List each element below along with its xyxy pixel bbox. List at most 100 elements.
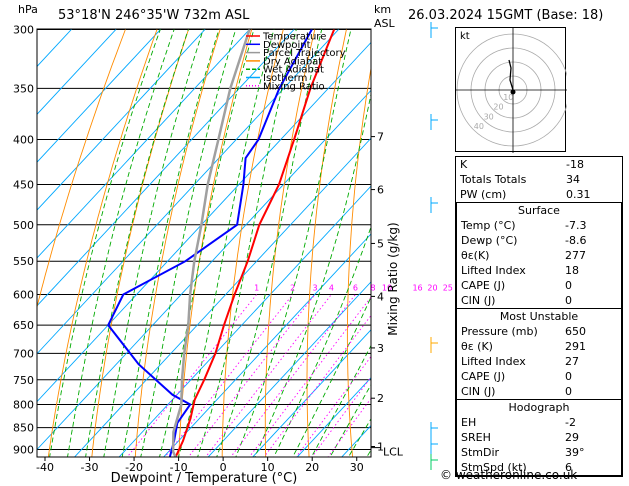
surface-row: Lifted Index 18 xyxy=(457,263,621,278)
most-unstable-section: Most Unstable Pressure (mb) 650 θε (K) 291 L… xyxy=(456,309,622,400)
pressure-tick-label: 750 xyxy=(13,374,34,387)
hodograph-trace xyxy=(508,59,514,91)
hodograph-title: Hodograph xyxy=(508,401,570,414)
mu-row-value: 0 xyxy=(565,385,572,398)
hodograph-ring-label: 10 xyxy=(503,93,513,102)
dry-adiabat-line xyxy=(178,29,253,457)
surface-row: CAPE (J) 0 xyxy=(457,278,621,293)
mu-row-value: 650 xyxy=(565,325,586,338)
surface-row-value: -8.6 xyxy=(565,234,587,247)
mixing-ratio-label: 1 xyxy=(254,283,259,292)
wet-adiabat-line xyxy=(329,383,371,457)
wet-adiabat-line xyxy=(254,92,371,457)
surface-row-value: -7.3 xyxy=(565,219,587,232)
x-tick-label: -30 xyxy=(81,461,99,474)
dry-adiabat-line xyxy=(346,65,371,457)
x-tick-label: 10 xyxy=(261,461,275,474)
mixing-ratio-label: 6 xyxy=(353,283,358,292)
location-title: 53°18'N 246°35'W 732m ASL xyxy=(58,8,250,23)
mu-row-label: CAPE (J) xyxy=(461,370,506,383)
x-tick-label: 30 xyxy=(350,461,364,474)
hodo-row-label: EH xyxy=(461,416,477,429)
pressure-tick-label: 450 xyxy=(13,179,34,192)
tt-label: Totals Totals xyxy=(460,173,527,186)
hpa-label: hPa xyxy=(18,3,38,16)
pressure-tick-label: 850 xyxy=(13,422,34,435)
hodograph-panel: 10 20 30 40 kt xyxy=(455,27,570,153)
pressure-tick-label: 350 xyxy=(13,82,34,95)
isotherm-line xyxy=(37,29,162,163)
hodo-row: StmSpd (kt) 6 xyxy=(457,460,621,475)
x-tick-label: -40 xyxy=(36,461,54,474)
legend-label: Mixing Ratio xyxy=(263,81,325,92)
surface-title: Surface xyxy=(518,204,560,217)
wet-adiabat-line xyxy=(67,29,175,457)
hodograph-storm-motion xyxy=(510,89,516,95)
wet-adiabat-line xyxy=(197,29,297,457)
wet-adiabat-line xyxy=(347,417,371,457)
mixing-ratio-label: 25 xyxy=(443,283,453,292)
legend-label: Wet Adiabat xyxy=(263,65,324,76)
isotherm-line xyxy=(37,29,117,115)
hodo-row-label: StmSpd (kt) xyxy=(461,461,527,474)
pw-row: PW (cm) 0.31 xyxy=(456,187,622,202)
surface-row-label: CAPE (J) xyxy=(461,279,506,292)
wet-adiabat-line xyxy=(216,29,323,457)
dry-adiabat-line xyxy=(134,29,221,457)
mixing-ratio-axis-label: Mixing Ratio (g/kg) xyxy=(386,222,400,335)
legend-label: Temperature xyxy=(262,32,326,43)
km-label: km xyxy=(374,3,392,16)
isotherm-line xyxy=(252,329,371,457)
mu-row: Pressure (mb) 650 xyxy=(457,324,621,339)
isotherm-line xyxy=(37,41,371,403)
k-label: K xyxy=(460,158,468,171)
pressure-tick-label: 600 xyxy=(13,288,34,301)
most-unstable-title: Most Unstable xyxy=(499,310,579,323)
pressure-tick-label: 500 xyxy=(13,219,34,232)
km-tick-label: 4 xyxy=(377,290,384,303)
wet-adiabat-line xyxy=(49,29,161,457)
wet-adiabat-line xyxy=(159,29,255,457)
asl-label: ASL xyxy=(374,17,395,30)
mixing-ratio-label: 4 xyxy=(329,283,334,292)
surface-row-label: Temp (°C) xyxy=(461,219,516,232)
pressure-tick-label: 800 xyxy=(13,398,34,411)
wet-adiabat-line xyxy=(121,29,220,457)
mu-row: Lifted Index 27 xyxy=(457,354,621,369)
surface-row-value: 277 xyxy=(565,249,586,262)
km-tick-label: 6 xyxy=(377,184,384,197)
wet-adiabat-line xyxy=(85,29,190,457)
legend-label: Isotherm xyxy=(263,73,307,84)
isotherm-line xyxy=(37,29,340,355)
surface-row-label: θε(K) xyxy=(461,249,490,262)
km-tick-label: 3 xyxy=(377,342,384,355)
pressure-tick-label: 700 xyxy=(13,347,34,360)
hodo-row: StmDir 39° xyxy=(457,445,621,460)
pw-value: 0.31 xyxy=(566,188,591,201)
hodograph-ring-label: 40 xyxy=(474,122,484,131)
km-tick-label: 7 xyxy=(377,131,384,144)
tt-value: 34 xyxy=(566,173,580,186)
k-row: K -18 xyxy=(456,157,622,172)
mixing-ratio-line xyxy=(187,294,316,457)
surface-row: θε(K) 277 xyxy=(457,248,621,263)
hodo-row-label: SREH xyxy=(461,431,491,444)
km-tick-label: LCL xyxy=(383,446,404,459)
parcel-trace xyxy=(171,29,251,457)
indices-table: K -18 Totals Totals 34 PW (cm) 0.31 Surface… xyxy=(455,156,623,477)
dewpoint-trace xyxy=(107,29,313,457)
surface-row-value: 18 xyxy=(565,264,579,277)
km-tick-label: 1 xyxy=(377,441,384,454)
mu-row-value: 27 xyxy=(565,355,579,368)
mixing-ratio-label: 8 xyxy=(370,283,375,292)
hodo-row-value: 29 xyxy=(565,431,579,444)
km-tick-label: 5 xyxy=(377,237,384,250)
mixing-ratio-label: 16 xyxy=(412,283,422,292)
datetime-title: 26.03.2024 15GMT (Base: 18) xyxy=(408,8,604,23)
mu-row-label: Pressure (mb) xyxy=(461,325,538,338)
pw-label: PW (cm) xyxy=(460,188,507,201)
mixing-ratio-label: 10 xyxy=(382,283,392,292)
x-tick-label: 0 xyxy=(220,461,227,474)
pressure-tick-label: 900 xyxy=(13,444,34,457)
